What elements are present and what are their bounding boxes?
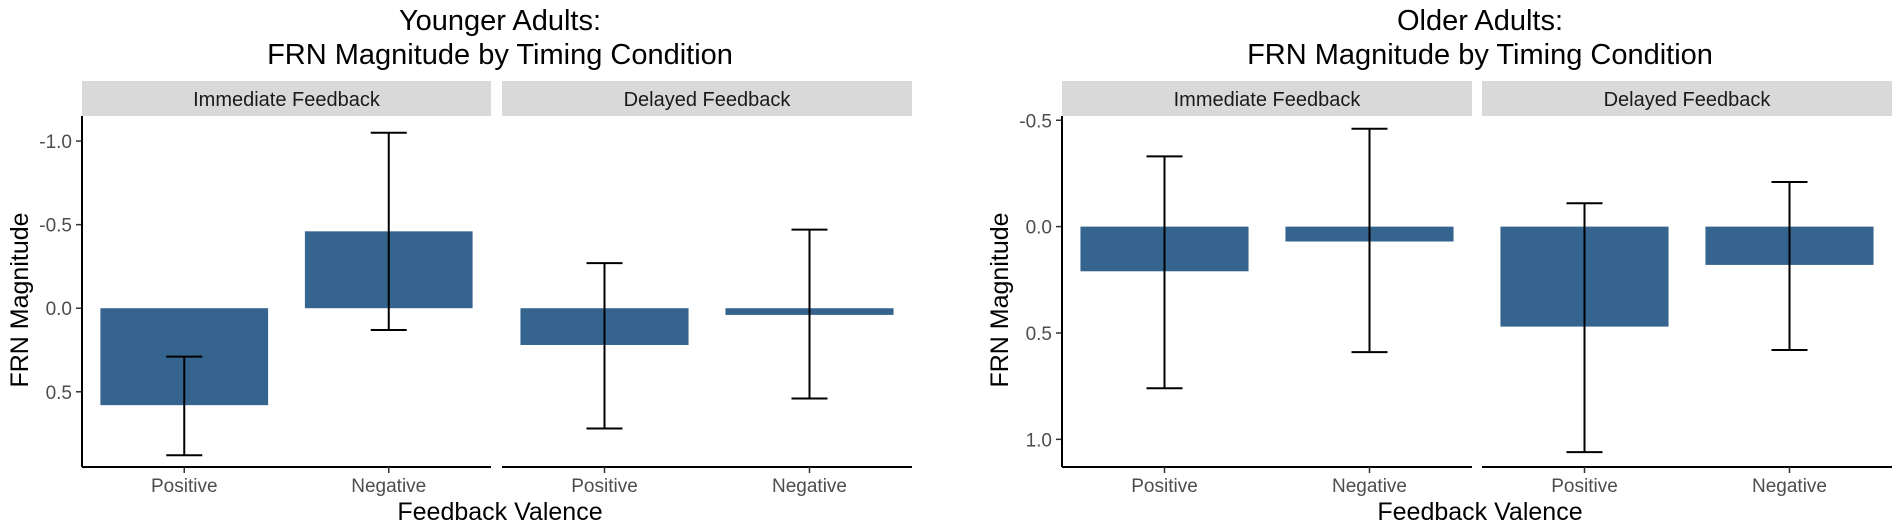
facet-strip-label: Immediate Feedback [193,89,381,111]
facet-strip [82,81,491,116]
facet-strip [1062,81,1472,116]
chart-title-line-1: Younger Adults: [399,5,601,37]
chart-title-line-2: FRN Magnitude by Timing Condition [267,39,733,71]
y-tick-label: 0.0 [46,299,72,320]
y-tick-label: -0.5 [1019,111,1052,132]
x-tick-label: Negative [1332,476,1407,497]
y-tick-label: -0.5 [39,216,72,237]
chart-older: Older Adults: FRN Magnitude by Timing Co… [986,5,1892,526]
x-tick-label: Positive [1551,476,1618,497]
y-tick-label: 0.5 [46,383,72,404]
facet-strip [1482,81,1892,116]
facet-strip-label: Delayed Feedback [624,89,792,111]
y-tick-label: 0.5 [1026,324,1052,345]
chart-title-line-1: Older Adults: [1397,5,1563,37]
x-tick-label: Negative [351,476,426,497]
x-tick-label: Negative [772,476,847,497]
x-axis-title: Feedback Valence [397,498,602,526]
x-tick-label: Positive [151,476,218,497]
y-tick-label: -1.0 [39,132,72,153]
panels-younger: -1.0 -0.5 0.0 0.5 Immediate Feedback Positive… [39,81,912,497]
x-tick-label: Positive [571,476,638,497]
y-axis-title: FRN Magnitude [6,212,34,387]
y-axis-title: FRN Magnitude [986,212,1014,387]
facet-strip-label: Immediate Feedback [1174,89,1362,111]
y-tick-label: 1.0 [1026,430,1052,451]
panels-older: -0.5 0.0 0.5 1.0 Immediate Feedback Positive N… [1019,81,1892,497]
chart-title-line-2: FRN Magnitude by Timing Condition [1247,39,1713,71]
x-tick-label: Positive [1131,476,1198,497]
y-tick-label: 0.0 [1026,218,1052,239]
chart-younger: Younger Adults: FRN Magnitude by Timing … [6,5,912,526]
x-tick-label: Negative [1752,476,1827,497]
facet-strip-label: Delayed Feedback [1604,89,1772,111]
facet-strip [502,81,912,116]
x-axis-title: Feedback Valence [1377,498,1582,526]
